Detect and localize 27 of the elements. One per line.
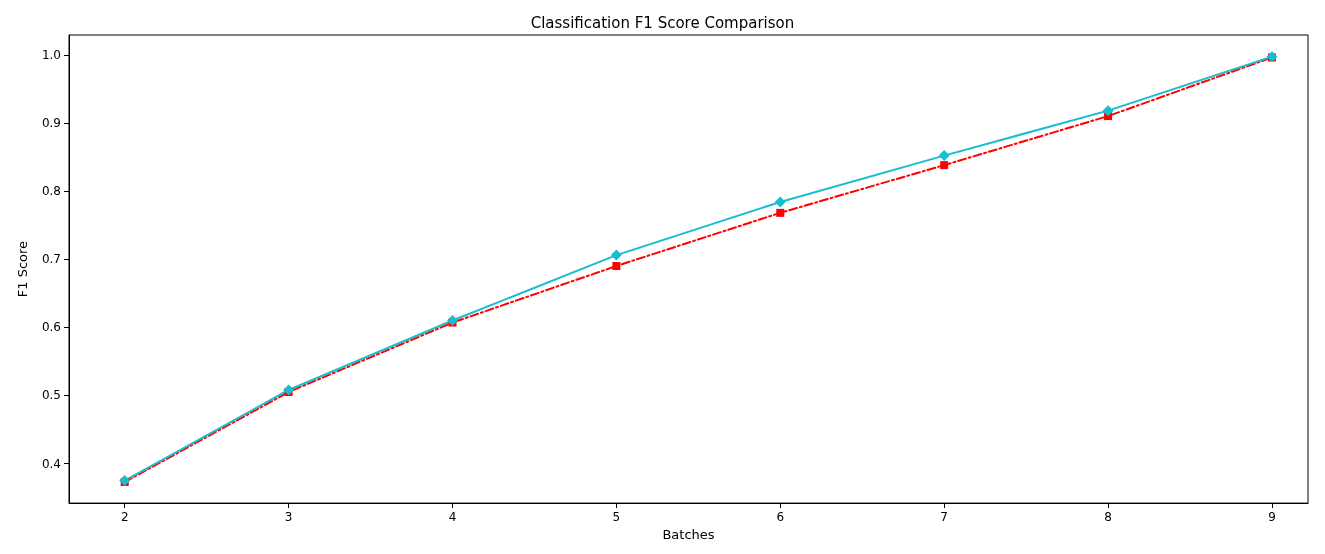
x-tick-label: 5 (612, 510, 621, 525)
y-tick-label: 0.5 (41, 388, 61, 403)
x-tick-label: 9 (1268, 510, 1276, 525)
point (938, 150, 950, 162)
x-tick-label: 7 (940, 510, 948, 525)
x-tick-label: 8 (1104, 510, 1112, 525)
y-tick-label: 0.4 (41, 456, 61, 471)
x-tick-label: 4 (448, 510, 457, 525)
point (610, 249, 622, 261)
point (774, 196, 786, 208)
point (1102, 105, 1114, 117)
y-tick-label: 0.7 (41, 252, 61, 267)
point (776, 208, 785, 217)
x-tick-label: 2 (120, 510, 129, 525)
x-axis-title: Batches (662, 527, 715, 542)
x-tick-label: 6 (776, 510, 785, 525)
point (940, 161, 949, 170)
x-tick-label: 3 (284, 510, 293, 525)
y-axis-title: F1 Score (15, 240, 30, 298)
chart-title: Classification F1 Score Comparison (530, 13, 795, 32)
y-tick-label: 0.8 (41, 184, 61, 199)
point (283, 384, 295, 396)
point (612, 261, 621, 270)
point (447, 314, 458, 326)
y-tick-label: 0.6 (41, 320, 61, 335)
y-tick-label: 1.0 (41, 47, 61, 62)
y-tick-label: 0.9 (41, 115, 61, 130)
